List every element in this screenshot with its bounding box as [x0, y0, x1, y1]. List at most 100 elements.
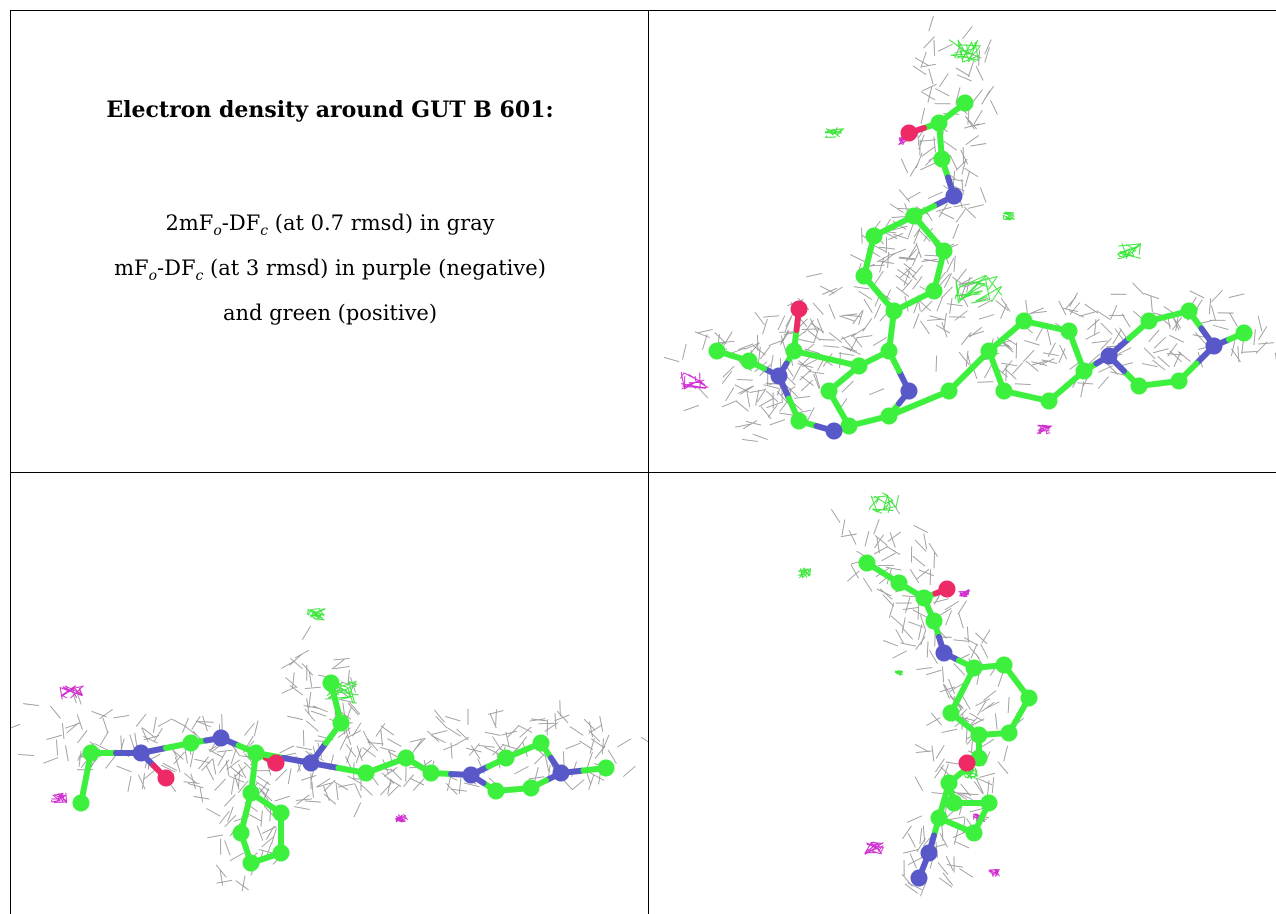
difference-density-positive: [869, 493, 898, 513]
carbon-atom: [891, 575, 908, 592]
legend-line-fo: mFo-DFc (at 3 rmsd) in purple (negative): [11, 250, 648, 295]
difference-density-negative: [989, 869, 1000, 876]
carbon-atom: [934, 151, 951, 168]
carbon-atom: [1141, 313, 1158, 330]
carbon-atom: [926, 613, 943, 630]
nitrogen-atom: [921, 845, 938, 862]
carbon-atom: [971, 727, 988, 744]
carbon-atom: [859, 555, 876, 572]
nitrogen-atom: [1206, 338, 1223, 355]
oxygen-atom: [901, 125, 918, 142]
carbon-atom: [1001, 725, 1018, 742]
density-panel-side: [11, 473, 648, 914]
caption-title: Electron density around GUT B 601:: [11, 97, 648, 123]
ligand-model: [709, 95, 1253, 440]
ligand-model: [73, 675, 615, 872]
carbon-atom: [981, 343, 998, 360]
carbon-atom: [943, 705, 960, 722]
carbon-atom: [821, 383, 838, 400]
difference-density-negative: [52, 793, 67, 803]
nitrogen-atom: [901, 383, 918, 400]
carbon-atom: [183, 735, 200, 752]
nitrogen-atom: [463, 767, 480, 784]
carbon-atom: [243, 785, 260, 802]
nitrogen-atom: [936, 645, 953, 662]
carbon-atom: [523, 780, 540, 797]
nitrogen-atom: [771, 368, 788, 385]
oxygen-atom: [158, 770, 175, 787]
carbon-atom: [273, 845, 290, 862]
nitrogen-atom: [946, 188, 963, 205]
nitrogen-atom: [826, 423, 843, 440]
carbon-atom: [941, 775, 958, 792]
carbon-atom: [358, 765, 375, 782]
difference-density-positive: [955, 275, 1002, 303]
carbon-atom: [941, 383, 958, 400]
carbon-atom: [248, 745, 265, 762]
legend-line-2fo: 2mFo-DFc (at 0.7 rmsd) in gray: [11, 205, 648, 250]
ligand-model: [859, 555, 1038, 887]
carbon-atom: [1041, 393, 1058, 410]
carbon-atom: [233, 825, 250, 842]
oxygen-atom: [791, 301, 808, 318]
carbon-atom: [1076, 363, 1093, 380]
carbon-atom: [841, 418, 858, 435]
difference-density-negative: [60, 685, 83, 699]
nitrogen-atom: [553, 765, 570, 782]
carbon-atom: [598, 760, 615, 777]
density-panel-front: [649, 11, 1276, 472]
difference-density-positive: [825, 127, 844, 137]
difference-density-positive: [308, 609, 326, 621]
density-panel-end: [649, 473, 1276, 914]
carbon-atom: [881, 343, 898, 360]
difference-density-positive: [798, 568, 811, 578]
nitrogen-atom: [1101, 348, 1118, 365]
difference-density-positive: [1118, 243, 1141, 258]
carbon-atom: [709, 343, 726, 360]
difference-density-negative: [395, 814, 407, 822]
carbon-atom: [856, 268, 873, 285]
carbon-atom: [741, 353, 758, 370]
difference-density-negative: [958, 590, 969, 597]
carbon-atom: [966, 660, 983, 677]
carbon-atom: [1181, 303, 1198, 320]
carbon-atom: [1061, 323, 1078, 340]
carbon-atom: [866, 228, 883, 245]
carbon-atom: [881, 408, 898, 425]
carbon-atom: [996, 383, 1013, 400]
oxygen-atom: [939, 581, 956, 598]
carbon-atom: [1236, 325, 1253, 342]
difference-density-positive: [1003, 212, 1015, 219]
carbon-atom: [916, 590, 933, 607]
caption-legend: 2mFo-DFc (at 0.7 rmsd) in gray mFo-DFc (…: [11, 205, 648, 332]
oxygen-atom: [268, 755, 285, 772]
difference-density-negative: [1037, 425, 1052, 434]
carbon-atom: [273, 805, 290, 822]
carbon-atom: [243, 855, 260, 872]
nitrogen-atom: [303, 755, 320, 772]
legend-line-colors: and green (positive): [11, 295, 648, 332]
carbon-atom: [488, 783, 505, 800]
carbon-atom: [73, 795, 90, 812]
carbon-atom: [83, 745, 100, 762]
carbon-atom: [957, 95, 974, 112]
density-image-end: [649, 473, 1276, 914]
density-mesh-2fofc: [281, 626, 362, 778]
carbon-atom: [966, 825, 983, 842]
carbon-atom: [423, 765, 440, 782]
carbon-atom: [398, 750, 415, 767]
density-image-side: [11, 473, 648, 914]
difference-density-negative: [680, 372, 707, 389]
carbon-atom: [851, 358, 868, 375]
carbon-atom: [1171, 373, 1188, 390]
caption-cell: Electron density around GUT B 601: 2mFo-…: [11, 11, 648, 472]
carbon-atom: [936, 243, 953, 260]
nitrogen-atom: [213, 730, 230, 747]
carbon-atom: [786, 343, 803, 360]
difference-density-negative: [865, 842, 884, 854]
carbon-atom: [946, 795, 963, 812]
carbon-atom: [996, 657, 1013, 674]
nitrogen-atom: [911, 870, 928, 887]
carbon-atom: [333, 715, 350, 732]
carbon-atom: [886, 303, 903, 320]
